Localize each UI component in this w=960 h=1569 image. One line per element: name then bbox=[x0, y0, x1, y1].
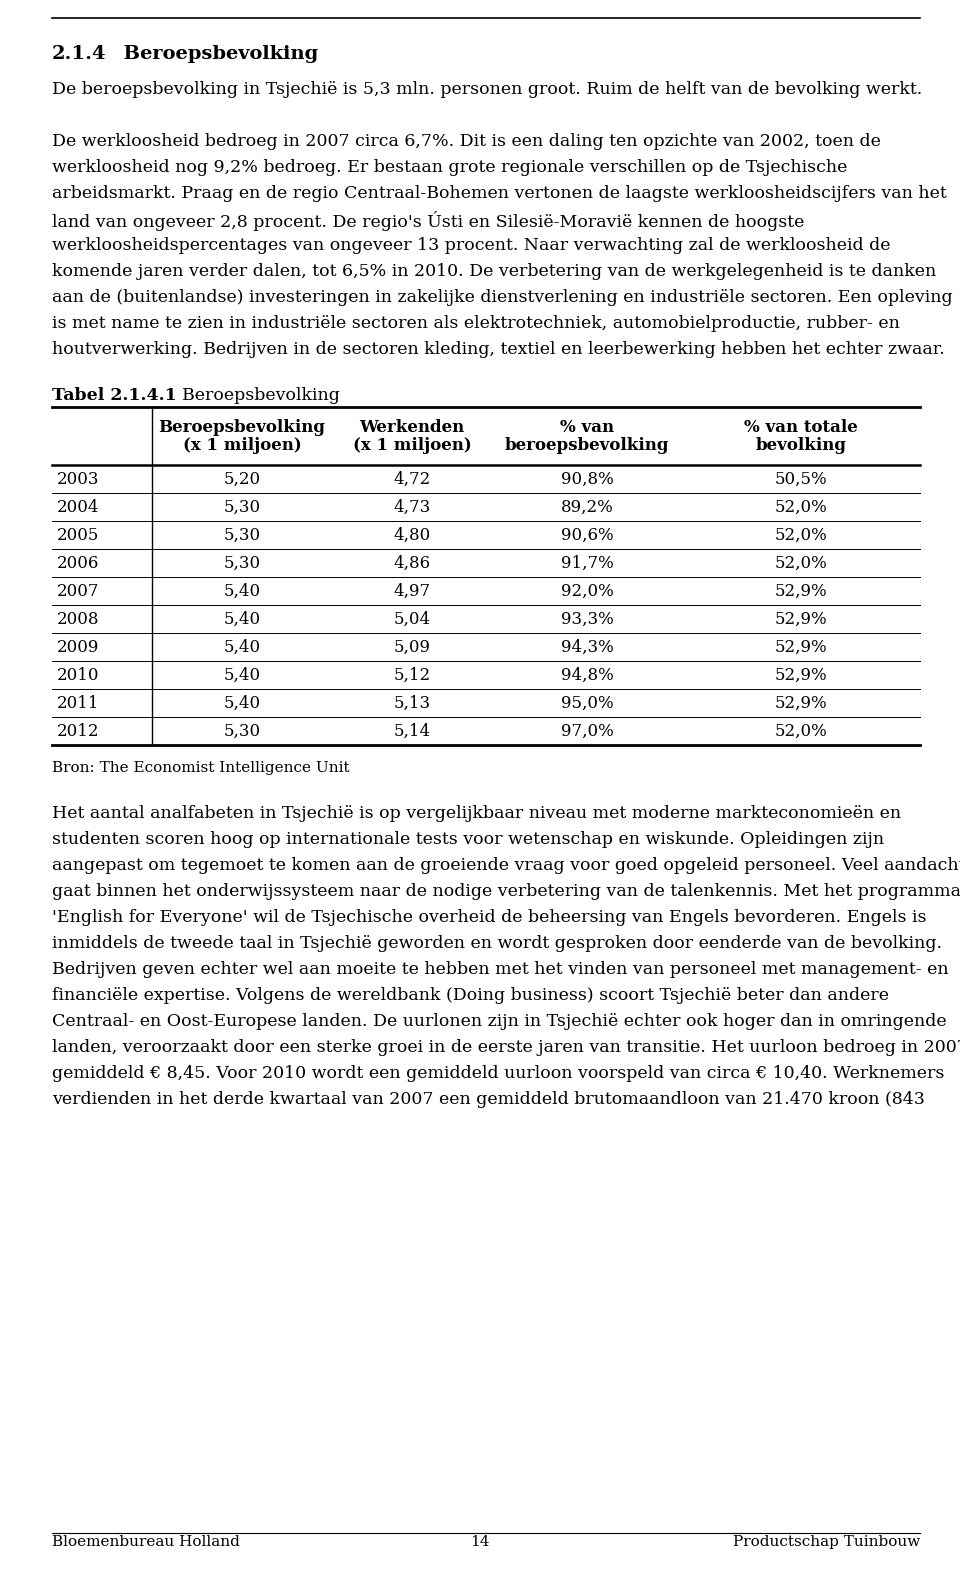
Text: bevolking: bevolking bbox=[756, 436, 847, 453]
Text: houtverwerking. Bedrijven in de sectoren kleding, textiel en leerbewerking hebbe: houtverwerking. Bedrijven in de sectoren… bbox=[52, 340, 945, 358]
Text: 90,8%: 90,8% bbox=[561, 471, 613, 488]
Text: Productschap Tuinbouw: Productschap Tuinbouw bbox=[732, 1534, 920, 1549]
Text: 5,14: 5,14 bbox=[394, 722, 431, 739]
Text: studenten scoren hoog op internationale tests voor wetenschap en wiskunde. Oplei: studenten scoren hoog op internationale … bbox=[52, 832, 884, 847]
Text: 90,6%: 90,6% bbox=[561, 527, 613, 543]
Text: 52,0%: 52,0% bbox=[775, 499, 828, 516]
Text: beroepsbevolking: beroepsbevolking bbox=[505, 436, 669, 453]
Text: Bedrijven geven echter wel aan moeite te hebben met het vinden van personeel met: Bedrijven geven echter wel aan moeite te… bbox=[52, 960, 948, 977]
Text: 94,8%: 94,8% bbox=[561, 667, 613, 684]
Text: 2012: 2012 bbox=[57, 722, 100, 739]
Text: Werkenden: Werkenden bbox=[359, 419, 465, 436]
Text: 52,9%: 52,9% bbox=[775, 667, 828, 684]
Text: 52,0%: 52,0% bbox=[775, 527, 828, 543]
Text: % van totale: % van totale bbox=[744, 419, 858, 436]
Text: gemiddeld € 8,45. Voor 2010 wordt een gemiddeld uurloon voorspeld van circa € 10: gemiddeld € 8,45. Voor 2010 wordt een ge… bbox=[52, 1065, 945, 1083]
Text: Het aantal analfabeten in Tsjechië is op vergelijkbaar niveau met moderne markte: Het aantal analfabeten in Tsjechië is op… bbox=[52, 805, 901, 822]
Text: 52,9%: 52,9% bbox=[775, 695, 828, 711]
Text: 5,30: 5,30 bbox=[224, 554, 260, 571]
Text: Beroepsbevolking: Beroepsbevolking bbox=[158, 419, 325, 436]
Text: Tabel 2.1.4.1: Tabel 2.1.4.1 bbox=[52, 388, 177, 403]
Text: 2008: 2008 bbox=[57, 610, 100, 628]
Text: 52,9%: 52,9% bbox=[775, 582, 828, 599]
Text: landen, veroorzaakt door een sterke groei in de eerste jaren van transitie. Het : landen, veroorzaakt door een sterke groe… bbox=[52, 1039, 960, 1056]
Text: 'English for Everyone' wil de Tsjechische overheid de beheersing van Engels bevo: 'English for Everyone' wil de Tsjechisch… bbox=[52, 908, 926, 926]
Text: 52,9%: 52,9% bbox=[775, 610, 828, 628]
Text: 2006: 2006 bbox=[57, 554, 100, 571]
Text: 2011: 2011 bbox=[57, 695, 100, 711]
Text: aan de (buitenlandse) investeringen in zakelijke dienstverlening en industriële : aan de (buitenlandse) investeringen in z… bbox=[52, 289, 952, 306]
Text: 95,0%: 95,0% bbox=[561, 695, 613, 711]
Text: (x 1 miljoen): (x 1 miljoen) bbox=[352, 436, 471, 453]
Text: 50,5%: 50,5% bbox=[775, 471, 828, 488]
Text: 52,0%: 52,0% bbox=[775, 722, 828, 739]
Text: 89,2%: 89,2% bbox=[561, 499, 613, 516]
Text: 5,30: 5,30 bbox=[224, 499, 260, 516]
Text: land van ongeveer 2,8 procent. De regio's Ústi en Silesië-Moravië kennen de hoog: land van ongeveer 2,8 procent. De regio'… bbox=[52, 210, 804, 231]
Text: 5,40: 5,40 bbox=[224, 582, 260, 599]
Text: Centraal- en Oost-Europese landen. De uurlonen zijn in Tsjechië echter ook hoger: Centraal- en Oost-Europese landen. De uu… bbox=[52, 1014, 947, 1029]
Text: 2.1.4: 2.1.4 bbox=[52, 46, 107, 63]
Text: Bron: The Economist Intelligence Unit: Bron: The Economist Intelligence Unit bbox=[52, 761, 349, 775]
Text: 92,0%: 92,0% bbox=[561, 582, 613, 599]
Text: 2004: 2004 bbox=[57, 499, 100, 516]
Text: 5,30: 5,30 bbox=[224, 527, 260, 543]
Text: 4,97: 4,97 bbox=[394, 582, 431, 599]
Text: (x 1 miljoen): (x 1 miljoen) bbox=[182, 436, 301, 453]
Text: 5,40: 5,40 bbox=[224, 667, 260, 684]
Text: 14: 14 bbox=[470, 1534, 490, 1549]
Text: 5,30: 5,30 bbox=[224, 722, 260, 739]
Text: Beroepsbevolking: Beroepsbevolking bbox=[110, 46, 319, 63]
Text: 2009: 2009 bbox=[57, 639, 100, 656]
Text: 97,0%: 97,0% bbox=[561, 722, 613, 739]
Text: 5,09: 5,09 bbox=[394, 639, 430, 656]
Text: 4,80: 4,80 bbox=[394, 527, 431, 543]
Text: De werkloosheid bedroeg in 2007 circa 6,7%. Dit is een daling ten opzichte van 2: De werkloosheid bedroeg in 2007 circa 6,… bbox=[52, 133, 881, 151]
Text: aangepast om tegemoet te komen aan de groeiende vraag voor goed opgeleid persone: aangepast om tegemoet te komen aan de gr… bbox=[52, 857, 960, 874]
Text: 5,12: 5,12 bbox=[394, 667, 431, 684]
Text: 93,3%: 93,3% bbox=[561, 610, 613, 628]
Text: % van: % van bbox=[560, 419, 614, 436]
Text: is met name te zien in industriële sectoren als elektrotechniek, automobielprodu: is met name te zien in industriële secto… bbox=[52, 315, 900, 333]
Text: 5,40: 5,40 bbox=[224, 610, 260, 628]
Text: verdienden in het derde kwartaal van 2007 een gemiddeld brutomaandloon van 21.47: verdienden in het derde kwartaal van 200… bbox=[52, 1090, 924, 1108]
Text: 2010: 2010 bbox=[57, 667, 100, 684]
Text: Bloemenbureau Holland: Bloemenbureau Holland bbox=[52, 1534, 240, 1549]
Text: 52,9%: 52,9% bbox=[775, 639, 828, 656]
Text: gaat binnen het onderwijssysteem naar de nodige verbetering van de talenkennis. : gaat binnen het onderwijssysteem naar de… bbox=[52, 883, 960, 901]
Text: 94,3%: 94,3% bbox=[561, 639, 613, 656]
Text: 5,13: 5,13 bbox=[394, 695, 431, 711]
Text: 91,7%: 91,7% bbox=[561, 554, 613, 571]
Text: 5,40: 5,40 bbox=[224, 695, 260, 711]
Text: werkloosheidspercentages van ongeveer 13 procent. Naar verwachting zal de werklo: werkloosheidspercentages van ongeveer 13… bbox=[52, 237, 891, 254]
Text: 2005: 2005 bbox=[57, 527, 100, 543]
Text: 52,0%: 52,0% bbox=[775, 554, 828, 571]
Text: werkloosheid nog 9,2% bedroeg. Er bestaan grote regionale verschillen op de Tsje: werkloosheid nog 9,2% bedroeg. Er bestaa… bbox=[52, 158, 848, 176]
Text: inmiddels de tweede taal in Tsjechië geworden en wordt gesproken door eenderde v: inmiddels de tweede taal in Tsjechië gew… bbox=[52, 935, 942, 952]
Text: 4,86: 4,86 bbox=[394, 554, 431, 571]
Text: 5,04: 5,04 bbox=[394, 610, 431, 628]
Text: Beroepsbevolking: Beroepsbevolking bbox=[160, 388, 340, 403]
Text: 4,73: 4,73 bbox=[394, 499, 431, 516]
Text: financiële expertise. Volgens de wereldbank (Doing business) scoort Tsjechië bet: financiële expertise. Volgens de wereldb… bbox=[52, 987, 889, 1004]
Text: 2007: 2007 bbox=[57, 582, 100, 599]
Text: 5,20: 5,20 bbox=[224, 471, 260, 488]
Text: 5,40: 5,40 bbox=[224, 639, 260, 656]
Text: arbeidsmarkt. Praag en de regio Centraal-Bohemen vertonen de laagste werklooshei: arbeidsmarkt. Praag en de regio Centraal… bbox=[52, 185, 947, 202]
Text: 2003: 2003 bbox=[57, 471, 100, 488]
Text: 4,72: 4,72 bbox=[394, 471, 431, 488]
Text: komende jaren verder dalen, tot 6,5% in 2010. De verbetering van de werkgelegenh: komende jaren verder dalen, tot 6,5% in … bbox=[52, 264, 936, 279]
Text: De beroepsbevolking in Tsjechië is 5,3 mln. personen groot. Ruim de helft van de: De beroepsbevolking in Tsjechië is 5,3 m… bbox=[52, 82, 923, 97]
